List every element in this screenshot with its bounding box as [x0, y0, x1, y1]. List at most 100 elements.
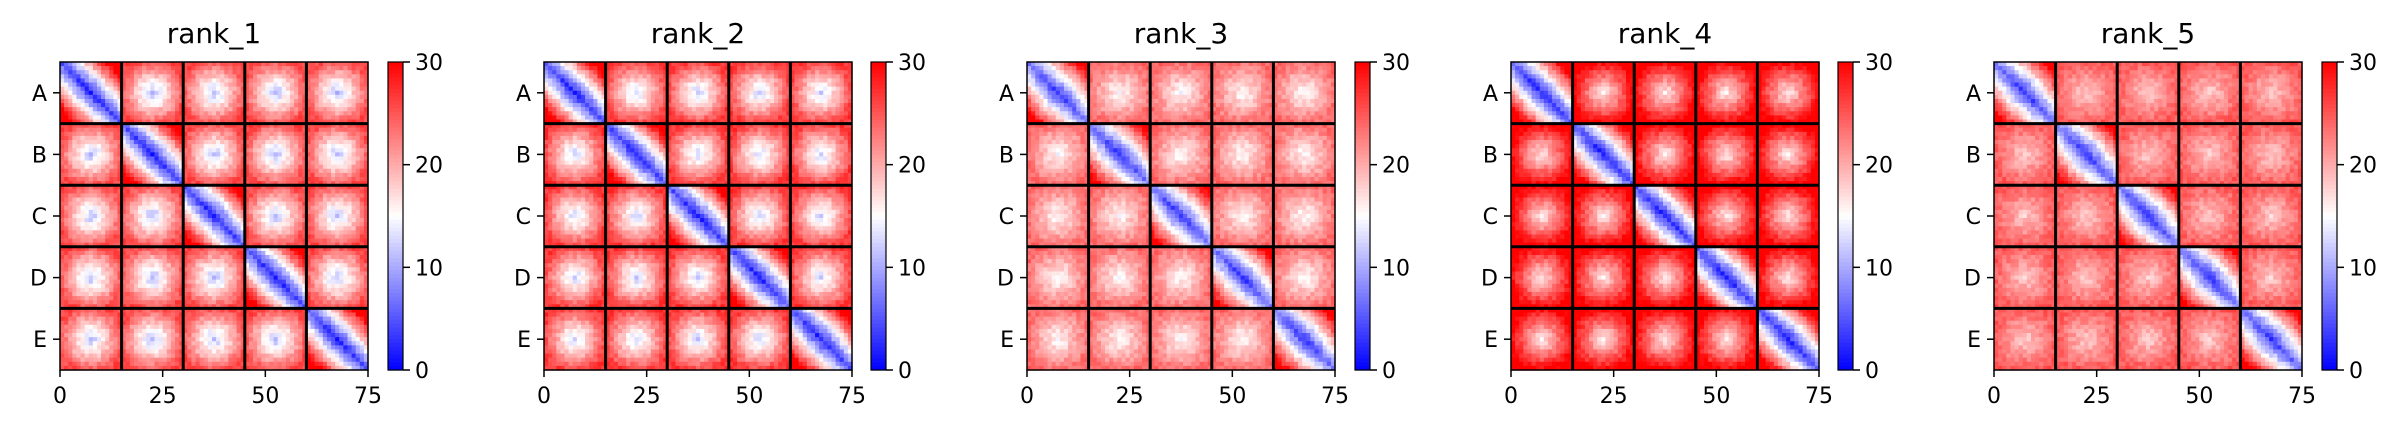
heatmap-cell	[154, 263, 159, 268]
heatmap-cell	[191, 128, 196, 133]
heatmap-cell	[274, 189, 279, 194]
heatmap-cell	[335, 202, 340, 207]
heatmap-cell	[323, 156, 328, 161]
heatmap-cell	[319, 107, 324, 112]
heatmap-cell	[200, 255, 205, 260]
heatmap-cell	[315, 132, 320, 137]
heatmap-cell	[290, 251, 295, 256]
heatmap-cell	[150, 267, 155, 272]
heatmap-cell	[175, 263, 180, 268]
heatmap-cell	[105, 239, 110, 244]
heatmap-cell	[109, 284, 114, 289]
heatmap-cell	[175, 103, 180, 108]
heatmap-cell	[265, 202, 270, 207]
heatmap-cell	[356, 66, 361, 71]
heatmap-cell	[278, 103, 283, 108]
heatmap-cell	[64, 107, 69, 112]
heatmap-cell	[113, 115, 118, 120]
heatmap-cell	[257, 206, 262, 211]
heatmap-cell	[101, 148, 106, 153]
heatmap-cell	[134, 70, 139, 75]
heatmap-cell	[323, 193, 328, 198]
heatmap-cell	[261, 284, 266, 289]
heatmap-cell	[220, 144, 225, 149]
heatmap-cell	[154, 111, 159, 116]
heatmap-cell	[335, 132, 340, 137]
heatmap-cell	[224, 173, 229, 178]
heatmap-cell	[175, 234, 180, 239]
heatmap-cell	[196, 239, 201, 244]
heatmap-cell	[335, 251, 340, 256]
heatmap-cell	[167, 74, 172, 79]
heatmap-cell	[253, 230, 258, 235]
heatmap-cell	[343, 148, 348, 153]
heatmap-cell	[68, 288, 73, 293]
heatmap-cell	[154, 83, 159, 88]
heatmap-cell	[105, 83, 110, 88]
heatmap-cell	[327, 198, 332, 203]
heatmap-cell	[286, 193, 291, 198]
heatmap-cell	[187, 74, 192, 79]
heatmap-cell	[76, 234, 81, 239]
heatmap-cell	[253, 99, 258, 104]
heatmap-cell	[89, 276, 94, 281]
heatmap-cell	[138, 70, 143, 75]
heatmap-cell	[294, 189, 299, 194]
heatmap-cell	[282, 214, 287, 219]
heatmap-cell	[228, 91, 233, 96]
heatmap-cell	[323, 140, 328, 145]
heatmap-cell	[167, 66, 172, 71]
heatmap-cell	[286, 70, 291, 75]
heatmap-cell	[331, 95, 336, 100]
heatmap-cell	[204, 239, 209, 244]
heatmap-cell	[105, 111, 110, 116]
heatmap-cell	[200, 78, 205, 83]
heatmap-cell	[191, 255, 196, 260]
heatmap-cell	[187, 206, 192, 211]
heatmap-cell	[265, 87, 270, 92]
heatmap-cell	[76, 161, 81, 166]
heatmap-cell	[323, 107, 328, 112]
heatmap-cell	[196, 177, 201, 182]
heatmap-cell	[159, 202, 164, 207]
heatmap-cell	[196, 87, 201, 92]
heatmap-cell	[257, 251, 262, 256]
heatmap-cell	[331, 165, 336, 170]
heatmap-cell	[319, 128, 324, 133]
heatmap-cell	[347, 165, 352, 170]
heatmap-cell	[150, 173, 155, 178]
heatmap-cell	[134, 173, 139, 178]
heatmap-cell	[323, 111, 328, 116]
heatmap-cell	[105, 169, 110, 174]
heatmap-cell	[126, 222, 131, 227]
heatmap-cell	[187, 173, 192, 178]
heatmap-cell	[85, 222, 90, 227]
heatmap-cell	[327, 91, 332, 96]
heatmap-cell	[290, 169, 295, 174]
heatmap-cell	[64, 165, 69, 170]
heatmap-cell	[298, 95, 303, 100]
heatmap-cell	[72, 107, 77, 112]
heatmap-cell	[130, 284, 135, 289]
heatmap-cell	[282, 103, 287, 108]
heatmap-cell	[216, 202, 221, 207]
heatmap-cell	[105, 234, 110, 239]
heatmap-cell	[220, 280, 225, 285]
heatmap-cell	[212, 271, 217, 276]
heatmap-cell	[126, 218, 131, 223]
heatmap-cell	[200, 156, 205, 161]
heatmap-cell	[159, 169, 164, 174]
heatmap-cell	[146, 177, 151, 182]
heatmap-cell	[113, 218, 118, 223]
heatmap-cell	[220, 78, 225, 83]
heatmap-cell	[286, 103, 291, 108]
heatmap-cell	[335, 226, 340, 231]
heatmap-cell	[286, 206, 291, 211]
heatmap-cell	[265, 128, 270, 133]
heatmap-cell	[311, 173, 316, 178]
heatmap-cell	[85, 91, 90, 96]
heatmap-cell	[89, 214, 94, 219]
heatmap-cell	[93, 193, 98, 198]
heatmap-cell	[343, 210, 348, 215]
heatmap-cell	[315, 148, 320, 153]
